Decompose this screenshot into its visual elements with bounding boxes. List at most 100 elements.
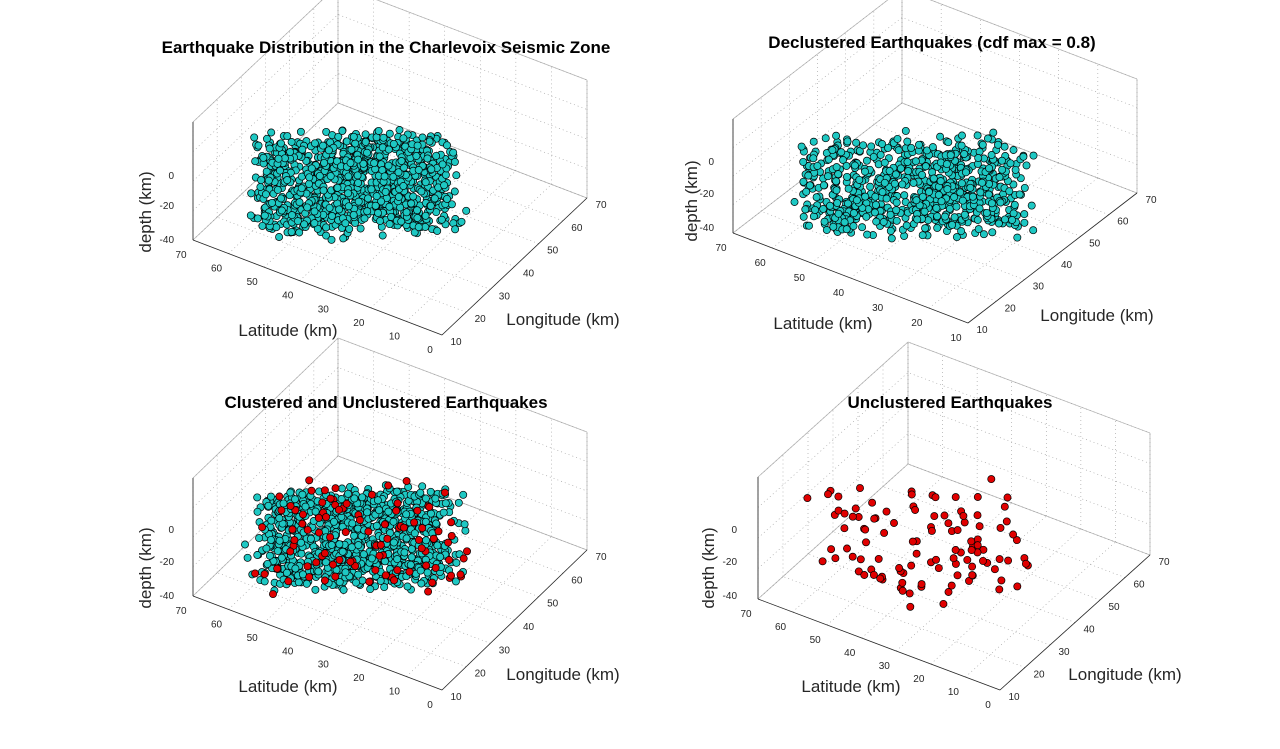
data-point xyxy=(359,159,368,168)
data-point xyxy=(852,138,861,147)
data-point xyxy=(909,178,918,187)
data-point xyxy=(957,179,966,188)
data-point xyxy=(902,221,911,230)
data-point xyxy=(314,513,323,522)
grid-line xyxy=(313,125,563,222)
data-point xyxy=(344,189,353,198)
data-point xyxy=(927,526,936,535)
data-point xyxy=(258,523,267,532)
latitude-tick-label: 60 xyxy=(775,622,787,633)
latitude-tick-label: 40 xyxy=(282,646,294,657)
data-point xyxy=(978,178,987,187)
data-point xyxy=(290,536,299,545)
data-point xyxy=(832,177,841,186)
data-point xyxy=(874,554,883,563)
longitude-tick-label: 30 xyxy=(499,291,511,302)
grid-line xyxy=(406,536,552,677)
data-point xyxy=(882,507,891,516)
data-point xyxy=(997,576,1006,585)
data-point xyxy=(363,508,372,517)
data-point xyxy=(379,133,388,142)
data-point xyxy=(377,197,386,206)
data-point xyxy=(372,192,381,201)
data-point xyxy=(313,224,322,233)
data-point xyxy=(330,517,338,526)
data-point xyxy=(447,518,456,527)
latitude-tick-label: 70 xyxy=(175,250,187,261)
data-point xyxy=(286,547,295,556)
data-point xyxy=(900,191,909,200)
data-point xyxy=(944,588,953,596)
grid-line xyxy=(217,216,467,313)
data-point xyxy=(277,506,286,515)
data-point xyxy=(444,538,453,547)
data-point xyxy=(441,170,450,179)
data-point xyxy=(418,133,427,142)
data-point xyxy=(246,211,255,220)
data-point xyxy=(322,127,331,136)
data-point xyxy=(1021,559,1030,568)
data-point xyxy=(287,138,296,146)
data-point xyxy=(460,520,469,529)
chart-title: Earthquake Distribution in the Charlevoi… xyxy=(162,38,611,57)
data-point xyxy=(856,484,864,493)
data-point xyxy=(1005,187,1014,196)
longitude-tick-label: 20 xyxy=(475,314,487,325)
latitude-tick-label: 60 xyxy=(211,264,223,275)
data-point xyxy=(335,205,344,214)
data-point xyxy=(821,134,830,143)
data-point xyxy=(422,561,431,570)
data-point xyxy=(463,547,471,556)
data-point xyxy=(457,217,466,226)
data-point xyxy=(250,133,259,142)
data-point xyxy=(251,569,260,578)
data-point xyxy=(273,185,282,194)
data-point xyxy=(414,536,423,544)
data-point xyxy=(305,179,313,188)
data-point xyxy=(918,170,926,179)
data-point xyxy=(307,164,316,173)
data-point xyxy=(380,583,389,592)
data-point xyxy=(851,504,860,513)
data-point xyxy=(333,157,341,166)
data-point xyxy=(943,185,952,194)
data-point xyxy=(436,552,445,561)
data-point xyxy=(264,176,273,185)
data-point xyxy=(364,527,373,536)
data-point xyxy=(975,522,984,531)
data-point xyxy=(303,525,312,534)
data-point xyxy=(319,141,327,150)
data-point xyxy=(392,487,401,496)
data-point xyxy=(298,519,307,528)
data-point xyxy=(375,551,384,560)
data-point xyxy=(973,511,982,520)
data-point xyxy=(819,205,828,213)
data-point xyxy=(988,228,997,237)
data-point xyxy=(896,164,905,173)
data-point xyxy=(423,154,432,163)
data-point xyxy=(356,224,365,233)
data-point xyxy=(940,511,949,520)
data-point xyxy=(998,165,1007,174)
longitude-axis-line xyxy=(967,192,1138,324)
data-point xyxy=(315,528,323,537)
data-point xyxy=(932,555,940,564)
data-point xyxy=(860,571,869,579)
data-point xyxy=(425,503,434,511)
data-point xyxy=(387,212,396,221)
chart-panel-2: 10 20 30 40 50 60 70 10 20 30 40 50 60 70 0 -20 -40 Declu… xyxy=(682,0,1157,344)
data-point xyxy=(427,165,436,174)
latitude-axis-line xyxy=(757,598,1001,691)
latitude-tick-label: 10 xyxy=(389,687,401,698)
data-point xyxy=(347,543,356,552)
data-point xyxy=(416,488,425,497)
data-point xyxy=(284,577,293,586)
axes: 0 10 20 30 40 50 60 70 10 20 30 40 50 60 70 0 -20 -40 xyxy=(160,478,607,711)
data-point xyxy=(402,534,411,543)
data-point xyxy=(385,202,394,211)
data-point xyxy=(397,157,406,165)
data-point xyxy=(911,157,920,166)
data-point xyxy=(911,506,920,514)
data-point xyxy=(394,168,403,177)
